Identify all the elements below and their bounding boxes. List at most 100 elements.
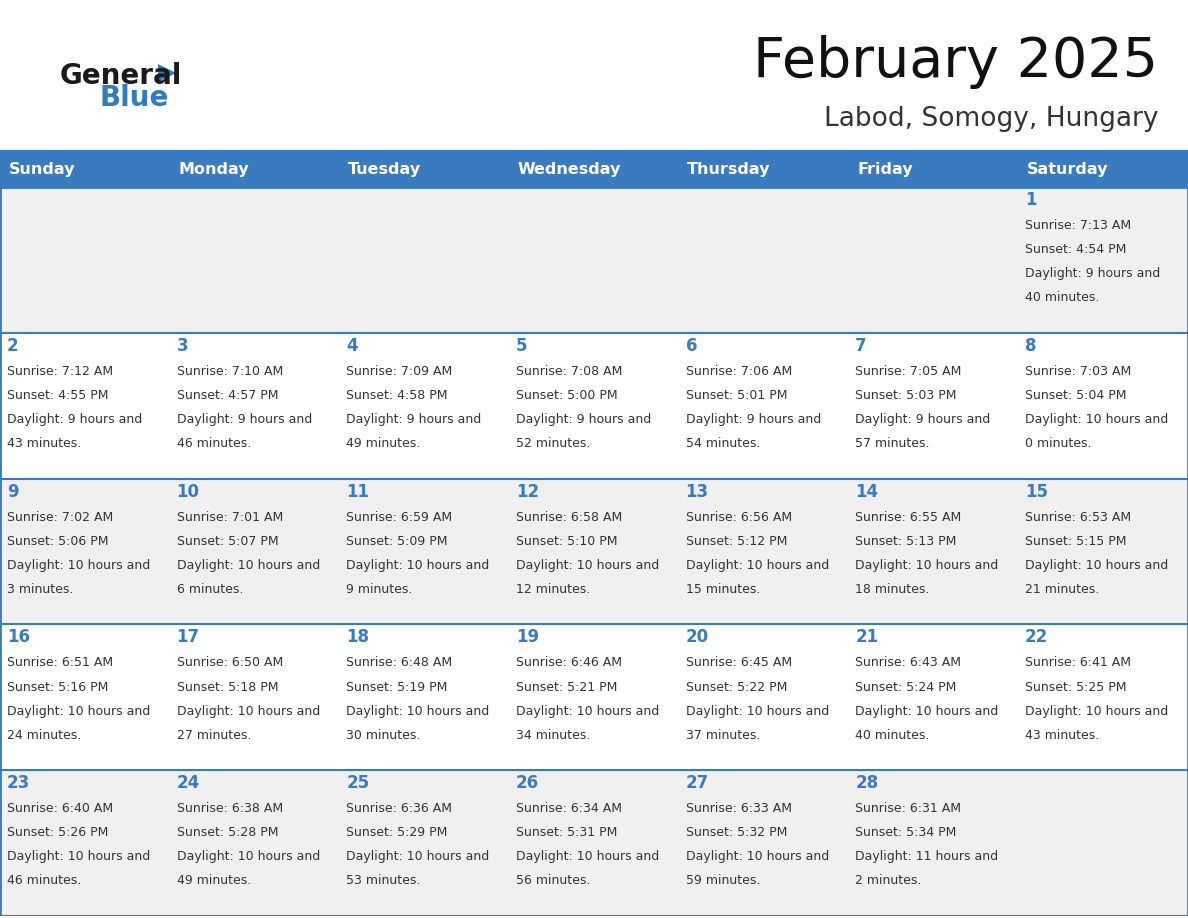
Text: Daylight: 10 hours and: Daylight: 10 hours and bbox=[177, 559, 320, 572]
Text: Daylight: 10 hours and: Daylight: 10 hours and bbox=[1025, 705, 1168, 718]
Text: Daylight: 9 hours and: Daylight: 9 hours and bbox=[685, 413, 821, 426]
Text: 37 minutes.: 37 minutes. bbox=[685, 729, 760, 742]
Text: 59 minutes.: 59 minutes. bbox=[685, 875, 760, 888]
Text: Sunset: 5:01 PM: Sunset: 5:01 PM bbox=[685, 389, 788, 402]
Text: Daylight: 10 hours and: Daylight: 10 hours and bbox=[346, 559, 489, 572]
Text: 2: 2 bbox=[7, 337, 18, 354]
Text: Sunset: 5:21 PM: Sunset: 5:21 PM bbox=[516, 680, 618, 693]
Text: Sunset: 5:24 PM: Sunset: 5:24 PM bbox=[855, 680, 956, 693]
Text: 11: 11 bbox=[346, 483, 369, 500]
Text: 21 minutes.: 21 minutes. bbox=[1025, 583, 1099, 596]
Text: Daylight: 10 hours and: Daylight: 10 hours and bbox=[346, 705, 489, 718]
Text: 10: 10 bbox=[177, 483, 200, 500]
Text: Sunset: 5:26 PM: Sunset: 5:26 PM bbox=[7, 826, 108, 839]
Text: 12 minutes.: 12 minutes. bbox=[516, 583, 590, 596]
Text: Daylight: 9 hours and: Daylight: 9 hours and bbox=[516, 413, 651, 426]
Text: 6 minutes.: 6 minutes. bbox=[177, 583, 242, 596]
Bar bbox=[0, 770, 1188, 916]
Text: Sunrise: 6:45 AM: Sunrise: 6:45 AM bbox=[685, 656, 791, 669]
Text: Sunrise: 6:55 AM: Sunrise: 6:55 AM bbox=[855, 510, 961, 523]
Text: Sunrise: 7:08 AM: Sunrise: 7:08 AM bbox=[516, 364, 623, 378]
Text: 28: 28 bbox=[855, 774, 878, 792]
Text: Sunrise: 6:50 AM: Sunrise: 6:50 AM bbox=[177, 656, 283, 669]
Text: 17: 17 bbox=[177, 629, 200, 646]
Text: Sunrise: 7:06 AM: Sunrise: 7:06 AM bbox=[685, 364, 792, 378]
Text: 22: 22 bbox=[1025, 629, 1048, 646]
Text: Sunset: 5:12 PM: Sunset: 5:12 PM bbox=[685, 534, 786, 548]
Bar bbox=[0, 152, 1188, 187]
Text: Sunset: 5:19 PM: Sunset: 5:19 PM bbox=[346, 680, 448, 693]
Text: Sunrise: 6:53 AM: Sunrise: 6:53 AM bbox=[1025, 510, 1131, 523]
Text: 1: 1 bbox=[1025, 191, 1037, 209]
Text: Sunrise: 6:36 AM: Sunrise: 6:36 AM bbox=[346, 802, 453, 815]
Text: Labod, Somogy, Hungary: Labod, Somogy, Hungary bbox=[823, 106, 1158, 132]
Text: Monday: Monday bbox=[178, 162, 248, 177]
Text: 23: 23 bbox=[7, 774, 30, 792]
Text: Sunset: 4:55 PM: Sunset: 4:55 PM bbox=[7, 389, 108, 402]
Text: 9: 9 bbox=[7, 483, 18, 500]
Text: 30 minutes.: 30 minutes. bbox=[346, 729, 421, 742]
Text: Sunset: 5:16 PM: Sunset: 5:16 PM bbox=[7, 680, 108, 693]
Text: Daylight: 9 hours and: Daylight: 9 hours and bbox=[346, 413, 481, 426]
Text: Sunrise: 7:12 AM: Sunrise: 7:12 AM bbox=[7, 364, 113, 378]
Text: Sunset: 4:57 PM: Sunset: 4:57 PM bbox=[177, 389, 278, 402]
Text: 15 minutes.: 15 minutes. bbox=[685, 583, 760, 596]
Text: Sunset: 5:10 PM: Sunset: 5:10 PM bbox=[516, 534, 618, 548]
Text: Sunrise: 7:01 AM: Sunrise: 7:01 AM bbox=[177, 510, 283, 523]
Text: 5: 5 bbox=[516, 337, 527, 354]
Text: Sunset: 5:09 PM: Sunset: 5:09 PM bbox=[346, 534, 448, 548]
Text: Sunset: 5:29 PM: Sunset: 5:29 PM bbox=[346, 826, 448, 839]
Text: Sunset: 5:25 PM: Sunset: 5:25 PM bbox=[1025, 680, 1126, 693]
Text: Daylight: 9 hours and: Daylight: 9 hours and bbox=[177, 413, 311, 426]
Text: Daylight: 10 hours and: Daylight: 10 hours and bbox=[1025, 559, 1168, 572]
Text: 26: 26 bbox=[516, 774, 539, 792]
Text: Sunset: 4:58 PM: Sunset: 4:58 PM bbox=[346, 389, 448, 402]
Text: 4: 4 bbox=[346, 337, 358, 354]
Bar bbox=[0, 624, 1188, 770]
Text: Sunrise: 6:38 AM: Sunrise: 6:38 AM bbox=[177, 802, 283, 815]
Text: 9 minutes.: 9 minutes. bbox=[346, 583, 412, 596]
Text: 8: 8 bbox=[1025, 337, 1037, 354]
Text: Daylight: 10 hours and: Daylight: 10 hours and bbox=[516, 850, 659, 864]
Text: 56 minutes.: 56 minutes. bbox=[516, 875, 590, 888]
Text: Sunset: 5:04 PM: Sunset: 5:04 PM bbox=[1025, 389, 1126, 402]
Text: 21: 21 bbox=[855, 629, 878, 646]
Text: 12: 12 bbox=[516, 483, 539, 500]
Text: 40 minutes.: 40 minutes. bbox=[1025, 291, 1099, 304]
Text: 6: 6 bbox=[685, 337, 697, 354]
Text: Sunset: 5:28 PM: Sunset: 5:28 PM bbox=[177, 826, 278, 839]
Text: 25: 25 bbox=[346, 774, 369, 792]
Text: 49 minutes.: 49 minutes. bbox=[177, 875, 251, 888]
Text: 49 minutes.: 49 minutes. bbox=[346, 437, 421, 450]
Text: 0 minutes.: 0 minutes. bbox=[1025, 437, 1092, 450]
Text: Sunrise: 6:58 AM: Sunrise: 6:58 AM bbox=[516, 510, 623, 523]
Text: Sunrise: 6:31 AM: Sunrise: 6:31 AM bbox=[855, 802, 961, 815]
Text: February 2025: February 2025 bbox=[753, 35, 1158, 89]
Text: Sunset: 5:31 PM: Sunset: 5:31 PM bbox=[516, 826, 618, 839]
Text: Sunrise: 6:41 AM: Sunrise: 6:41 AM bbox=[1025, 656, 1131, 669]
Text: Daylight: 10 hours and: Daylight: 10 hours and bbox=[177, 705, 320, 718]
Polygon shape bbox=[158, 64, 176, 82]
Bar bbox=[0, 478, 1188, 624]
Text: 52 minutes.: 52 minutes. bbox=[516, 437, 590, 450]
Text: Daylight: 10 hours and: Daylight: 10 hours and bbox=[685, 705, 829, 718]
Text: Thursday: Thursday bbox=[688, 162, 771, 177]
Text: 3 minutes.: 3 minutes. bbox=[7, 583, 74, 596]
Text: Daylight: 9 hours and: Daylight: 9 hours and bbox=[855, 413, 991, 426]
Text: Sunrise: 6:33 AM: Sunrise: 6:33 AM bbox=[685, 802, 791, 815]
Text: 53 minutes.: 53 minutes. bbox=[346, 875, 421, 888]
Text: Sunrise: 6:40 AM: Sunrise: 6:40 AM bbox=[7, 802, 113, 815]
Text: Saturday: Saturday bbox=[1026, 162, 1108, 177]
Text: Daylight: 11 hours and: Daylight: 11 hours and bbox=[855, 850, 998, 864]
Text: Sunrise: 7:10 AM: Sunrise: 7:10 AM bbox=[177, 364, 283, 378]
Text: 18 minutes.: 18 minutes. bbox=[855, 583, 930, 596]
Text: Blue: Blue bbox=[100, 84, 170, 112]
Text: 19: 19 bbox=[516, 629, 539, 646]
Text: Sunrise: 6:46 AM: Sunrise: 6:46 AM bbox=[516, 656, 623, 669]
Text: Daylight: 10 hours and: Daylight: 10 hours and bbox=[346, 850, 489, 864]
Text: Daylight: 10 hours and: Daylight: 10 hours and bbox=[7, 705, 150, 718]
Text: Sunset: 5:00 PM: Sunset: 5:00 PM bbox=[516, 389, 618, 402]
Text: General: General bbox=[61, 62, 183, 90]
Text: Sunrise: 6:34 AM: Sunrise: 6:34 AM bbox=[516, 802, 623, 815]
Text: 2 minutes.: 2 minutes. bbox=[855, 875, 922, 888]
